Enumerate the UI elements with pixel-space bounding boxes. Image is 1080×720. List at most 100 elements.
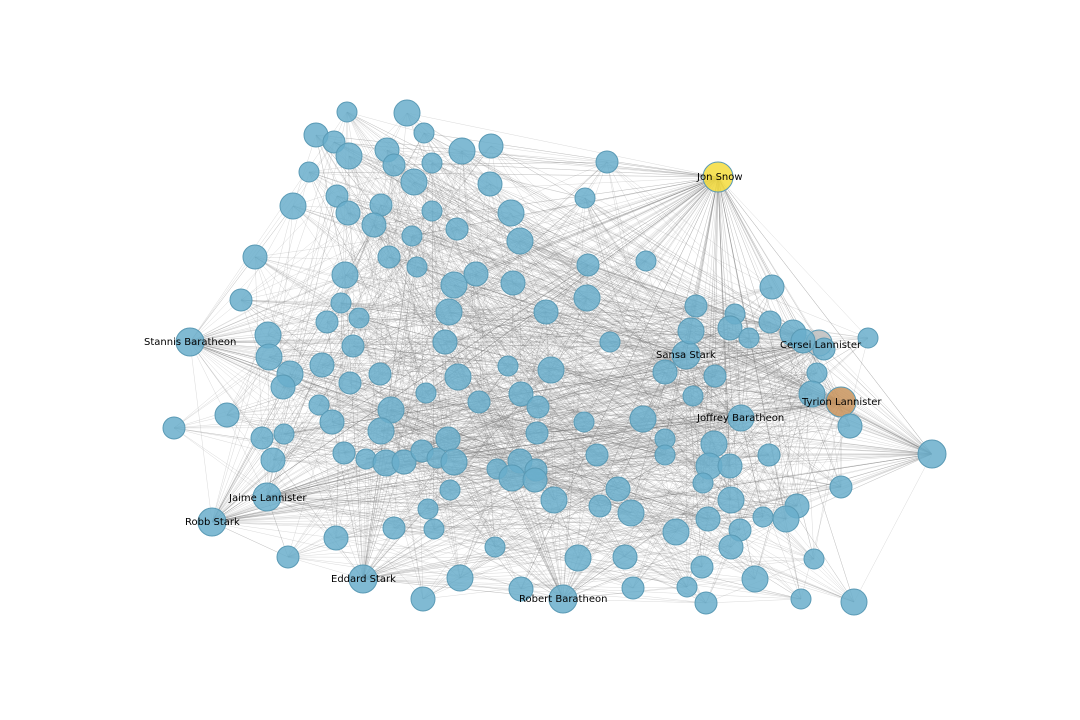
graph-node-node-9 bbox=[421, 152, 443, 174]
edge bbox=[507, 365, 666, 456]
edge bbox=[416, 266, 521, 462]
edge bbox=[550, 369, 694, 397]
edge bbox=[717, 176, 764, 518]
edge bbox=[813, 401, 842, 560]
edge bbox=[431, 162, 687, 356]
edge bbox=[596, 342, 820, 456]
graph-node-node-47 bbox=[432, 329, 458, 355]
edge bbox=[283, 342, 820, 435]
edge bbox=[362, 558, 815, 580]
edge bbox=[348, 155, 715, 445]
edge bbox=[388, 256, 644, 420]
edge bbox=[423, 132, 719, 178]
graph-node-node-135 bbox=[508, 576, 534, 602]
edge bbox=[173, 356, 270, 429]
edge bbox=[453, 284, 842, 403]
edge bbox=[536, 432, 933, 455]
graph-node-node-1 bbox=[336, 101, 358, 123]
edge bbox=[411, 235, 424, 600]
edge bbox=[336, 195, 381, 375]
edge bbox=[393, 164, 697, 307]
graph-node-node-57 bbox=[857, 327, 879, 349]
edge bbox=[453, 461, 564, 600]
edge bbox=[490, 145, 820, 344]
edge bbox=[645, 176, 719, 262]
edge bbox=[189, 240, 521, 343]
graph-node-node-64 bbox=[703, 364, 727, 388]
graph-node-node-18 bbox=[279, 192, 307, 220]
edge bbox=[448, 176, 719, 313]
edge bbox=[717, 176, 933, 455]
graph-node-node-129 bbox=[484, 536, 506, 558]
graph-node-node-36 bbox=[229, 288, 253, 312]
graph-node-node-53 bbox=[738, 327, 760, 349]
edge bbox=[496, 176, 719, 470]
edge bbox=[708, 453, 933, 467]
edge bbox=[512, 282, 632, 514]
graph-node-node-127 bbox=[718, 534, 744, 560]
edge bbox=[362, 150, 463, 580]
edge bbox=[406, 112, 710, 467]
graph-node-node-32 bbox=[576, 253, 600, 277]
edge bbox=[461, 150, 694, 397]
edge bbox=[431, 210, 449, 440]
edge bbox=[425, 342, 820, 394]
edge bbox=[769, 321, 798, 507]
edge bbox=[520, 176, 719, 590]
edge bbox=[352, 345, 435, 530]
edge bbox=[536, 432, 933, 455]
edge bbox=[344, 274, 842, 403]
edge bbox=[403, 401, 842, 463]
edge bbox=[266, 496, 802, 600]
edge bbox=[453, 284, 716, 377]
edge bbox=[315, 134, 509, 367]
edge bbox=[519, 417, 742, 462]
edge bbox=[816, 372, 933, 455]
edge bbox=[475, 176, 719, 275]
edge bbox=[519, 240, 933, 455]
edge bbox=[266, 195, 338, 498]
graph-node-node-26 bbox=[506, 227, 534, 255]
edge bbox=[352, 345, 666, 456]
edge bbox=[318, 342, 820, 406]
edge bbox=[261, 317, 360, 439]
edge bbox=[386, 149, 423, 452]
edge bbox=[411, 235, 842, 403]
edge bbox=[380, 204, 687, 356]
edge bbox=[211, 417, 742, 523]
edge bbox=[444, 311, 547, 343]
edge bbox=[393, 527, 802, 600]
edge bbox=[388, 256, 694, 397]
edge bbox=[388, 256, 498, 470]
edge bbox=[599, 505, 703, 568]
edge bbox=[340, 302, 666, 456]
edge bbox=[240, 299, 522, 395]
edge bbox=[489, 183, 851, 427]
edge bbox=[448, 311, 687, 356]
edge bbox=[423, 132, 601, 507]
edge bbox=[431, 162, 435, 530]
edge bbox=[507, 176, 719, 367]
edge bbox=[422, 566, 703, 600]
edge bbox=[545, 311, 851, 427]
edge bbox=[390, 342, 820, 411]
edge bbox=[606, 161, 933, 455]
edge bbox=[348, 155, 813, 395]
edge bbox=[373, 224, 731, 467]
edge bbox=[520, 393, 851, 427]
edge bbox=[456, 228, 688, 588]
edge bbox=[713, 443, 933, 455]
edge bbox=[386, 149, 842, 488]
edge bbox=[211, 373, 381, 523]
edge bbox=[362, 578, 522, 590]
edge bbox=[421, 342, 820, 452]
graph-node-node-113 bbox=[692, 472, 714, 494]
label-jaime-lannister: Jaime Lannister bbox=[228, 493, 307, 504]
edge bbox=[577, 453, 933, 559]
edge bbox=[380, 430, 555, 501]
edge bbox=[388, 256, 538, 434]
edge bbox=[717, 176, 933, 455]
edge bbox=[388, 256, 855, 603]
edge bbox=[266, 421, 333, 498]
edge bbox=[380, 342, 820, 432]
